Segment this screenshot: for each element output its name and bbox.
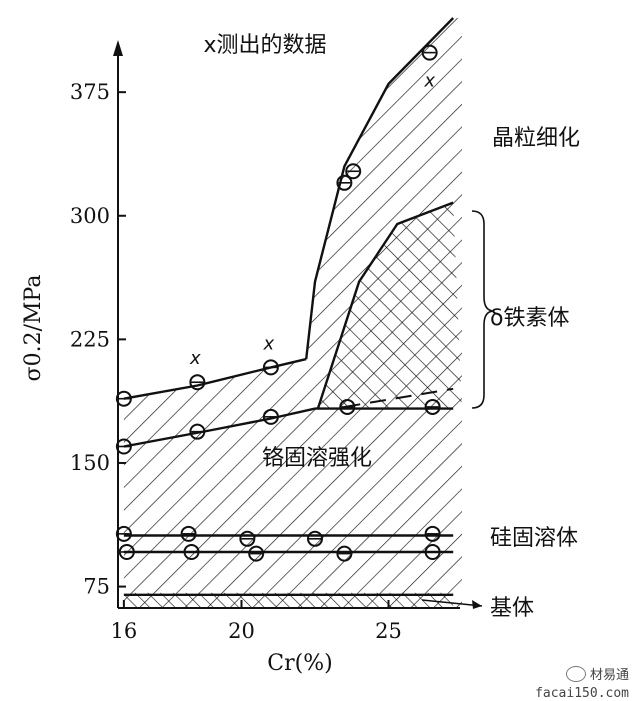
data-point — [118, 543, 135, 560]
curves-layer — [123, 17, 455, 596]
y-tick-label: 375 — [70, 80, 110, 104]
grain-refinement-curve — [305, 17, 455, 360]
chart-title: x测出的数据 — [203, 33, 326, 58]
label-grain-refinement: 晶粒细化 — [492, 126, 580, 151]
x-marker-label: x — [423, 71, 435, 92]
data-point — [424, 398, 441, 415]
label-delta-ferrite: δ铁素体 — [490, 306, 569, 331]
y-axis-arrow — [113, 40, 123, 56]
data-point — [248, 545, 265, 562]
hatch-strengthening-region — [123, 18, 462, 608]
label-cr-solid-solution: 铬固溶强化 — [262, 446, 372, 471]
delta-ferrite-brace — [471, 210, 495, 409]
y-tick-label: 75 — [83, 575, 110, 599]
data-point — [262, 359, 279, 376]
x-tick-label: 20 — [228, 619, 255, 643]
x-tick-label: 16 — [111, 619, 138, 643]
data-point — [424, 543, 441, 560]
wechat-icon — [565, 665, 586, 682]
data-point — [336, 174, 353, 191]
y-tick-label: 150 — [70, 451, 110, 475]
data-point — [183, 543, 200, 560]
watermark: 材易通 — [565, 664, 629, 683]
axes-layer: 75 150 225 300 375 16 20 25 — [70, 40, 460, 643]
label-si-solid-solution: 硅固溶体 — [490, 526, 578, 551]
data-points-layer: x x x — [115, 44, 441, 562]
data-point — [115, 390, 132, 407]
data-point — [239, 530, 256, 547]
y-axis-label: σ0.2/MPa — [21, 275, 46, 382]
delta-ferrite-curve — [316, 201, 454, 409]
x-marker-label: x — [263, 333, 275, 354]
data-point — [189, 423, 206, 440]
label-matrix: 基体 — [490, 596, 534, 621]
data-point — [262, 408, 279, 425]
data-point — [306, 530, 323, 547]
data-point — [424, 525, 441, 542]
x-axis-label: Cr(%) — [267, 651, 332, 676]
data-point — [180, 525, 197, 542]
hatched-regions — [123, 18, 462, 609]
watermark-text: 材易通 — [589, 668, 629, 683]
data-point — [336, 545, 353, 562]
x-marker-label: x — [189, 348, 201, 369]
y-tick-label: 225 — [70, 327, 110, 351]
cr-lower-curve — [123, 407, 454, 448]
delta-dashed-line — [344, 387, 454, 408]
data-point — [115, 438, 132, 455]
hatch-matrix-band — [123, 592, 454, 609]
matrix-label-leader — [421, 599, 483, 607]
data-point — [421, 44, 438, 61]
watermark-url: facai150.com — [535, 686, 629, 701]
hatch-delta-ferrite-region — [317, 202, 462, 409]
x-tick-label: 25 — [375, 619, 402, 643]
data-point — [115, 525, 132, 542]
data-point — [339, 398, 356, 415]
data-point — [345, 163, 362, 180]
y-tick-label: 300 — [70, 204, 110, 228]
matrix-label-arrowhead — [472, 600, 482, 609]
cr-upper-curve — [123, 357, 307, 400]
data-point — [189, 374, 206, 391]
